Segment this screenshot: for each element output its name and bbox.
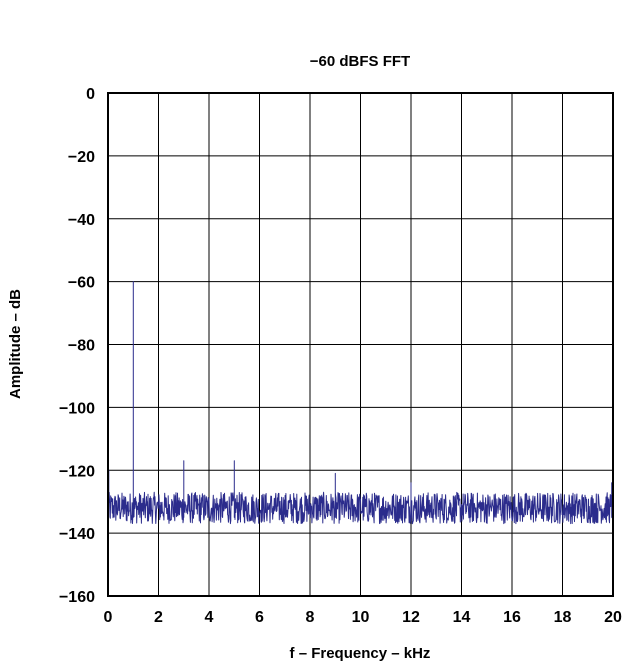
- chart-title: −60 dBFS FFT: [310, 53, 410, 70]
- x-tick-label: 18: [554, 609, 572, 626]
- y-tick-label: −60: [68, 275, 95, 292]
- y-tick-label: −140: [59, 526, 95, 543]
- y-tick-label: −20: [68, 149, 95, 166]
- y-axis-label: Amplitude – dB: [7, 289, 24, 399]
- y-tick-label: −40: [68, 212, 95, 229]
- y-tick-label: −160: [59, 589, 95, 606]
- x-tick-label: 0: [104, 609, 113, 626]
- x-tick-labels: 0 2 4 6 8 10 12 14 16 18 20: [104, 609, 622, 626]
- plot-area: [107, 281, 614, 525]
- plot-frame: [107, 92, 614, 597]
- x-tick-label: 20: [604, 609, 622, 626]
- x-axis-label: f – Frequency – kHz: [290, 645, 431, 662]
- x-tick-label: 4: [205, 609, 214, 626]
- x-tick-label: 2: [154, 609, 163, 626]
- x-tick-label: 8: [306, 609, 315, 626]
- y-tick-label: 0: [86, 86, 95, 103]
- x-tick-label: 6: [255, 609, 264, 626]
- x-tick-label: 12: [402, 609, 420, 626]
- y-tick-labels: 0 −20 −40 −60 −80 −100 −120 −140 −160: [59, 86, 95, 606]
- y-tick-label: −120: [59, 463, 95, 480]
- y-tick-label: −80: [68, 338, 95, 355]
- x-tick-label: 16: [503, 609, 521, 626]
- x-tick-label: 14: [453, 609, 471, 626]
- series-trace: [107, 281, 614, 525]
- x-tick-label: 10: [352, 609, 370, 626]
- y-tick-label: −100: [59, 400, 95, 417]
- grid-lines: [108, 93, 613, 596]
